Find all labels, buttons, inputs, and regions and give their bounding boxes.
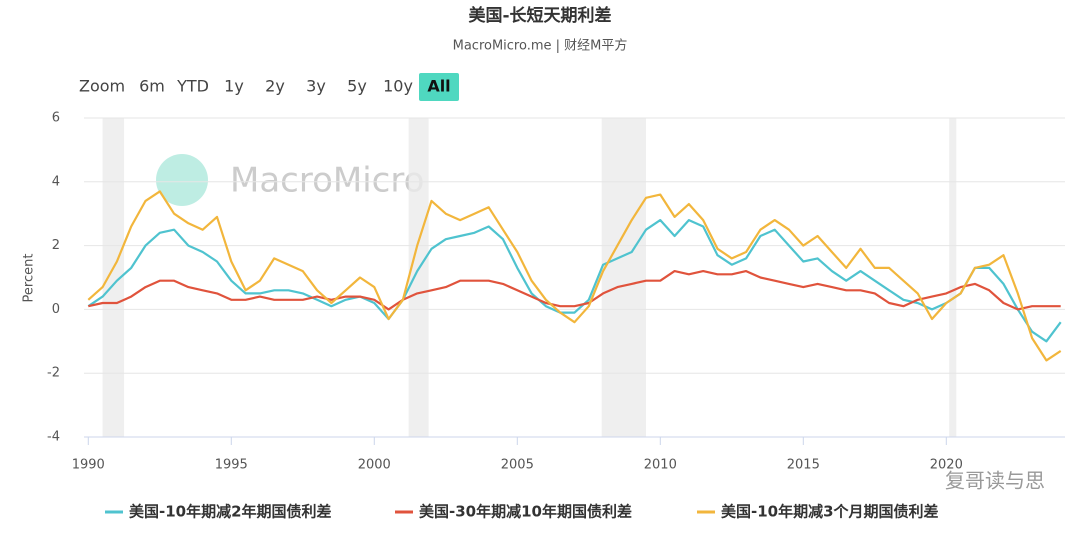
y-tick-label: 6 xyxy=(52,111,60,126)
range-button[interactable]: 1y xyxy=(224,77,244,96)
series-line xyxy=(87,190,1062,362)
legend-item[interactable]: 美国-10年期减2年期国债利差 xyxy=(105,503,332,521)
watermark-logo xyxy=(156,154,208,206)
range-button-label: All xyxy=(427,77,450,96)
range-button-label: 5y xyxy=(347,77,367,96)
legend-label: 美国-10年期减2年期国债利差 xyxy=(129,503,332,521)
x-tick-label: 2005 xyxy=(501,458,534,473)
range-button-label: YTD xyxy=(176,77,209,96)
range-button[interactable]: 2y xyxy=(265,77,285,96)
x-tick-label: 2000 xyxy=(358,458,391,473)
corner-watermark: 复哥读与思 xyxy=(945,469,1045,493)
recession-band xyxy=(408,118,429,437)
range-button[interactable]: All xyxy=(419,73,459,101)
x-tick-label: 2010 xyxy=(644,458,677,473)
y-tick-label: -2 xyxy=(47,366,60,381)
range-button-label: 10y xyxy=(383,77,413,96)
x-tick-label: 2015 xyxy=(787,458,820,473)
y-tick-label: 0 xyxy=(52,302,60,317)
range-button-label: 6m xyxy=(139,77,165,96)
series-line xyxy=(87,219,1062,343)
range-button-label: 3y xyxy=(306,77,326,96)
range-button[interactable]: 3y xyxy=(306,77,326,96)
range-button[interactable]: YTD xyxy=(176,77,209,96)
range-button[interactable]: 5y xyxy=(347,77,367,96)
series-line xyxy=(88,270,1061,311)
zoom-label: Zoom xyxy=(79,77,125,96)
watermark-text: MacroMicro xyxy=(230,161,424,201)
legend-label: 美国-30年期减10年期国债利差 xyxy=(419,503,632,521)
range-button-bg xyxy=(419,73,459,101)
y-tick-label: -4 xyxy=(47,430,60,445)
y-tick-label: 4 xyxy=(52,174,60,189)
range-button[interactable]: 10y xyxy=(383,77,413,96)
chart-title: 美国-长短天期利差 xyxy=(468,5,611,26)
legend-item[interactable]: 美国-10年期减3个月期国债利差 xyxy=(697,503,939,521)
chart-subtitle: MacroMicro.me | 财经M平方 xyxy=(453,38,628,54)
legend-item[interactable]: 美国-30年期减10年期国债利差 xyxy=(395,503,632,521)
recession-band xyxy=(949,118,957,437)
range-button-label: 1y xyxy=(224,77,244,96)
recession-band xyxy=(102,118,125,437)
legend-label: 美国-10年期减3个月期国债利差 xyxy=(721,503,939,521)
x-tick-label: 1990 xyxy=(72,458,105,473)
range-button-label: 2y xyxy=(265,77,285,96)
x-tick-label: 2020 xyxy=(930,458,963,473)
x-tick-label: 1995 xyxy=(215,458,248,473)
y-tick-label: 2 xyxy=(52,238,60,253)
watermark: MacroMicro xyxy=(156,154,424,206)
recession-band xyxy=(601,118,647,437)
y-axis-label: Percent xyxy=(22,254,37,303)
range-button[interactable]: 6m xyxy=(139,77,165,96)
